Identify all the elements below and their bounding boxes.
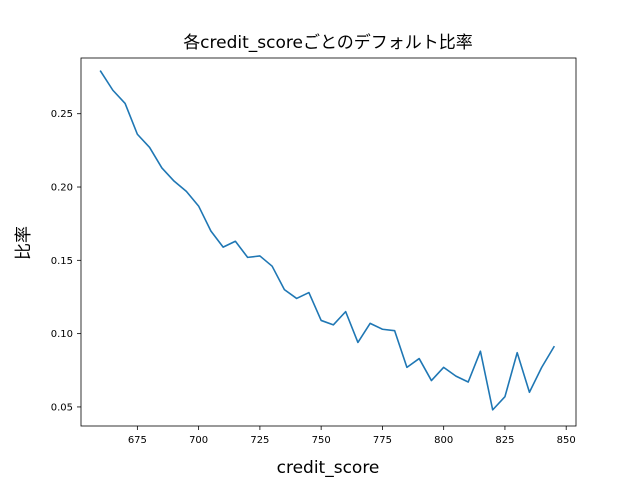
- x-tick-label: 725: [250, 435, 269, 446]
- y-tick-label: 0.15: [51, 256, 73, 267]
- x-tick-label: 850: [557, 435, 576, 446]
- x-tick-label: 750: [312, 435, 331, 446]
- x-tick-label: 700: [189, 435, 208, 446]
- y-tick-label: 0.25: [51, 109, 73, 120]
- y-axis: 0.05 0.10 0.15 0.20 0.25: [51, 109, 81, 413]
- axes-frame: [80, 57, 577, 427]
- chart-title: 各credit_scoreごとのデフォルト比率: [183, 32, 473, 53]
- y-tick-label: 0.05: [51, 402, 73, 413]
- x-axis-label: credit_score: [277, 458, 380, 478]
- plot-area: [99, 70, 556, 411]
- series-line: [99, 70, 556, 411]
- x-axis: 675 700 725 750 775 800 825 850: [128, 426, 576, 446]
- y-axis-label: 比率: [14, 226, 34, 260]
- x-tick-label: 800: [434, 435, 453, 446]
- x-tick-label: 775: [373, 435, 392, 446]
- x-tick-label: 675: [128, 435, 147, 446]
- x-tick-label: 825: [495, 435, 514, 446]
- y-tick-label: 0.20: [51, 183, 73, 194]
- y-tick-label: 0.10: [51, 329, 73, 340]
